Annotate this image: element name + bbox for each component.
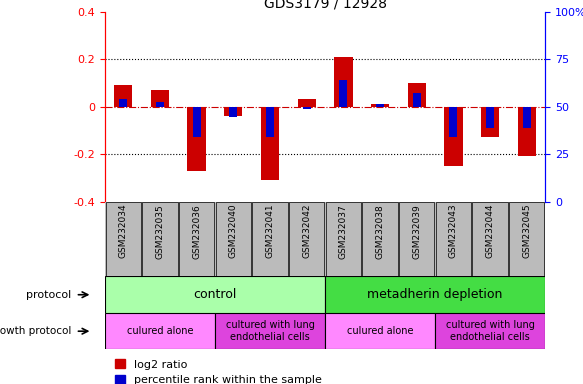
Bar: [105, 313, 215, 349]
Bar: [481, 107, 499, 137]
Bar: [486, 107, 494, 128]
Text: culured alone: culured alone: [347, 326, 413, 336]
Text: GSM232040: GSM232040: [229, 204, 238, 258]
Bar: [216, 202, 251, 276]
Bar: [509, 202, 545, 276]
Bar: [436, 202, 471, 276]
Bar: [106, 202, 141, 276]
Bar: [120, 99, 127, 107]
Text: metadherin depletion: metadherin depletion: [367, 288, 503, 301]
Text: GSM232042: GSM232042: [302, 204, 311, 258]
Text: GSM232038: GSM232038: [375, 204, 385, 258]
Bar: [142, 202, 178, 276]
Bar: [449, 107, 458, 137]
Text: GSM232037: GSM232037: [339, 204, 348, 258]
Text: control: control: [194, 288, 237, 301]
Legend: log2 ratio, percentile rank within the sample: log2 ratio, percentile rank within the s…: [111, 355, 326, 384]
Bar: [376, 104, 384, 107]
Bar: [435, 313, 545, 349]
Text: GSM232034: GSM232034: [119, 204, 128, 258]
Bar: [326, 202, 361, 276]
Bar: [156, 102, 164, 107]
Text: cultured with lung
endothelial cells: cultured with lung endothelial cells: [226, 320, 314, 342]
Bar: [215, 313, 325, 349]
Bar: [523, 107, 531, 128]
Text: cultured with lung
endothelial cells: cultured with lung endothelial cells: [445, 320, 535, 342]
Bar: [289, 202, 324, 276]
Text: GSM232036: GSM232036: [192, 204, 201, 258]
Bar: [518, 107, 536, 156]
Bar: [408, 83, 426, 107]
Bar: [261, 107, 279, 180]
Bar: [192, 107, 201, 137]
Bar: [297, 99, 316, 107]
Text: GSM232039: GSM232039: [412, 204, 422, 258]
Text: growth protocol: growth protocol: [0, 326, 71, 336]
Bar: [229, 107, 237, 117]
Bar: [105, 276, 325, 313]
Bar: [334, 57, 353, 107]
Text: protocol: protocol: [26, 290, 71, 300]
Bar: [472, 202, 508, 276]
Text: culured alone: culured alone: [127, 326, 193, 336]
Bar: [325, 276, 545, 313]
Bar: [303, 107, 311, 109]
Bar: [399, 202, 434, 276]
Bar: [339, 80, 347, 107]
Bar: [151, 90, 169, 107]
Bar: [179, 202, 214, 276]
Bar: [371, 104, 389, 107]
Text: GSM232041: GSM232041: [265, 204, 275, 258]
Bar: [224, 107, 243, 116]
Text: GSM232045: GSM232045: [522, 204, 531, 258]
Bar: [413, 93, 421, 107]
Bar: [114, 85, 132, 107]
Bar: [444, 107, 462, 166]
Bar: [363, 202, 398, 276]
Bar: [252, 202, 287, 276]
Bar: [325, 313, 435, 349]
Text: GSM232035: GSM232035: [156, 204, 164, 258]
Title: GDS3179 / 12928: GDS3179 / 12928: [264, 0, 387, 10]
Bar: [188, 107, 206, 171]
Text: GSM232043: GSM232043: [449, 204, 458, 258]
Bar: [266, 107, 274, 137]
Text: GSM232044: GSM232044: [486, 204, 494, 258]
